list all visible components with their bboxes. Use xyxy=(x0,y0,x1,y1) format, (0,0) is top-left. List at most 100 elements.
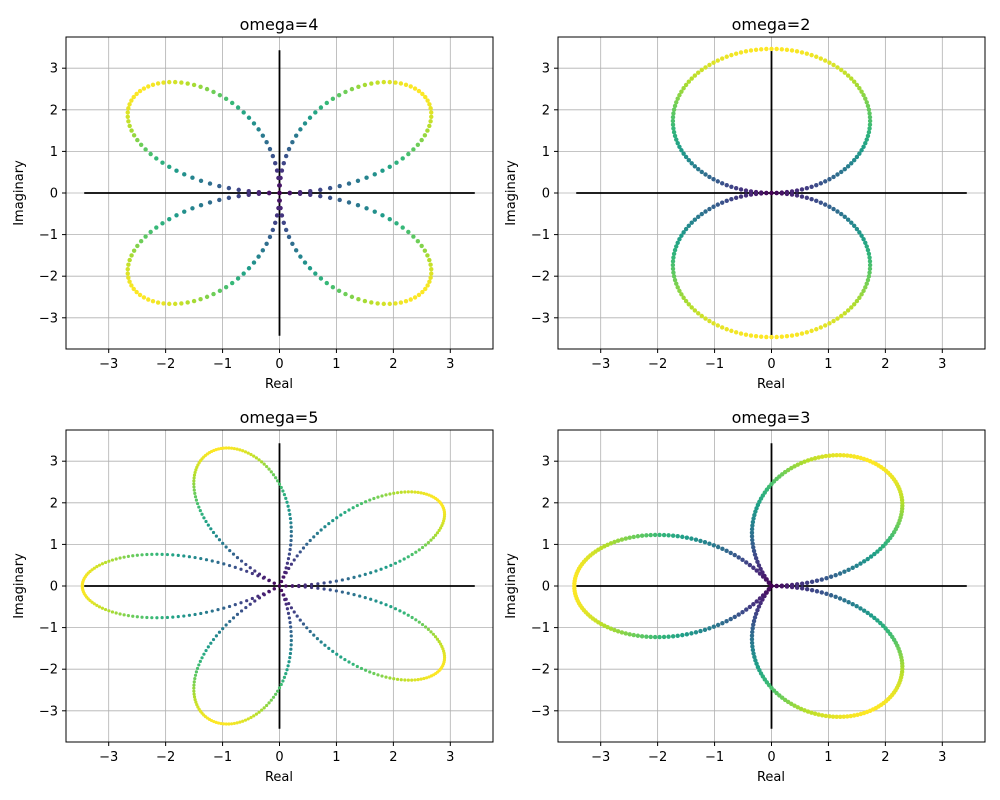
data-point xyxy=(859,292,864,297)
data-point xyxy=(427,102,432,107)
data-point xyxy=(230,446,234,450)
data-point xyxy=(274,692,278,696)
data-point xyxy=(260,460,264,464)
data-point xyxy=(818,200,824,205)
data-point xyxy=(627,535,632,540)
y-tick-label: 2 xyxy=(542,496,550,511)
data-point xyxy=(661,634,667,640)
data-point xyxy=(241,449,245,453)
data-point xyxy=(779,334,785,339)
data-point xyxy=(264,241,269,246)
data-point xyxy=(689,305,694,310)
data-point xyxy=(301,546,306,550)
data-point xyxy=(835,316,840,321)
data-point xyxy=(672,247,678,253)
data-point xyxy=(368,670,372,674)
data-point xyxy=(809,52,814,58)
x-tick-label: −3 xyxy=(591,357,610,372)
data-point xyxy=(720,620,725,626)
data-point xyxy=(236,193,241,199)
data-point xyxy=(118,556,122,560)
data-point xyxy=(100,562,105,566)
data-point xyxy=(423,625,428,629)
data-point xyxy=(615,629,621,634)
data-point xyxy=(852,223,857,229)
data-point xyxy=(146,297,151,302)
data-point xyxy=(428,262,433,267)
data-point xyxy=(289,538,293,543)
data-point xyxy=(675,141,680,146)
data-point xyxy=(627,632,632,637)
data-point xyxy=(842,70,847,75)
data-point xyxy=(253,599,257,603)
data-point xyxy=(284,672,288,676)
data-point xyxy=(290,241,295,246)
data-point xyxy=(239,601,243,605)
data-point xyxy=(859,89,864,94)
data-point xyxy=(322,581,326,585)
data-point xyxy=(179,80,184,85)
data-point xyxy=(711,543,716,548)
data-point xyxy=(277,686,282,690)
data-point xyxy=(752,615,758,620)
data-point xyxy=(428,119,433,124)
data-point xyxy=(753,611,759,616)
data-point xyxy=(308,189,313,194)
data-point xyxy=(262,462,266,466)
data-point xyxy=(417,620,421,624)
data-point xyxy=(398,609,402,613)
data-point xyxy=(301,622,306,626)
data-point xyxy=(323,525,327,529)
data-point xyxy=(696,214,701,220)
data-point xyxy=(131,94,136,100)
data-point xyxy=(749,637,755,642)
data-point xyxy=(173,301,178,307)
data-point xyxy=(792,464,797,469)
data-point xyxy=(750,541,755,546)
data-point xyxy=(251,260,257,265)
data-point xyxy=(312,535,316,539)
data-point xyxy=(343,89,348,95)
data-point xyxy=(270,153,276,159)
data-point xyxy=(95,565,99,569)
data-point xyxy=(425,283,430,288)
data-point xyxy=(327,646,331,650)
data-point xyxy=(269,470,273,474)
data-point xyxy=(711,624,716,629)
data-point xyxy=(439,526,443,530)
y-tick-label: 3 xyxy=(50,62,58,77)
data-point xyxy=(779,47,785,52)
data-point xyxy=(126,275,131,280)
data-point xyxy=(279,588,284,593)
data-point xyxy=(623,631,628,636)
data-point xyxy=(239,609,244,613)
data-point xyxy=(703,316,708,321)
data-point xyxy=(380,494,384,498)
data-point xyxy=(648,634,653,640)
x-tick-label: −1 xyxy=(705,750,724,765)
data-point xyxy=(823,453,829,459)
data-point xyxy=(95,603,99,607)
data-point xyxy=(802,708,807,713)
data-point xyxy=(187,555,192,559)
data-point xyxy=(352,575,356,579)
data-point xyxy=(684,535,690,540)
data-point xyxy=(278,205,283,211)
data-point xyxy=(336,92,342,98)
data-point xyxy=(835,209,840,214)
data-point xyxy=(733,195,739,200)
y-tick-label: −3 xyxy=(39,311,58,326)
x-tick-label: 3 xyxy=(938,750,946,765)
data-point xyxy=(134,289,139,295)
data-point xyxy=(420,545,425,550)
data-point xyxy=(346,591,350,595)
data-point xyxy=(748,189,754,194)
data-point xyxy=(322,587,326,591)
data-point xyxy=(274,476,278,480)
data-point xyxy=(733,330,739,335)
data-point xyxy=(422,133,428,138)
data-point xyxy=(849,220,854,225)
data-point xyxy=(246,717,250,721)
data-point xyxy=(414,618,418,622)
data-point xyxy=(774,583,779,589)
